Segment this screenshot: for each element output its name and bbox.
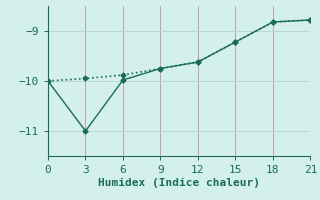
X-axis label: Humidex (Indice chaleur): Humidex (Indice chaleur) xyxy=(98,178,260,188)
